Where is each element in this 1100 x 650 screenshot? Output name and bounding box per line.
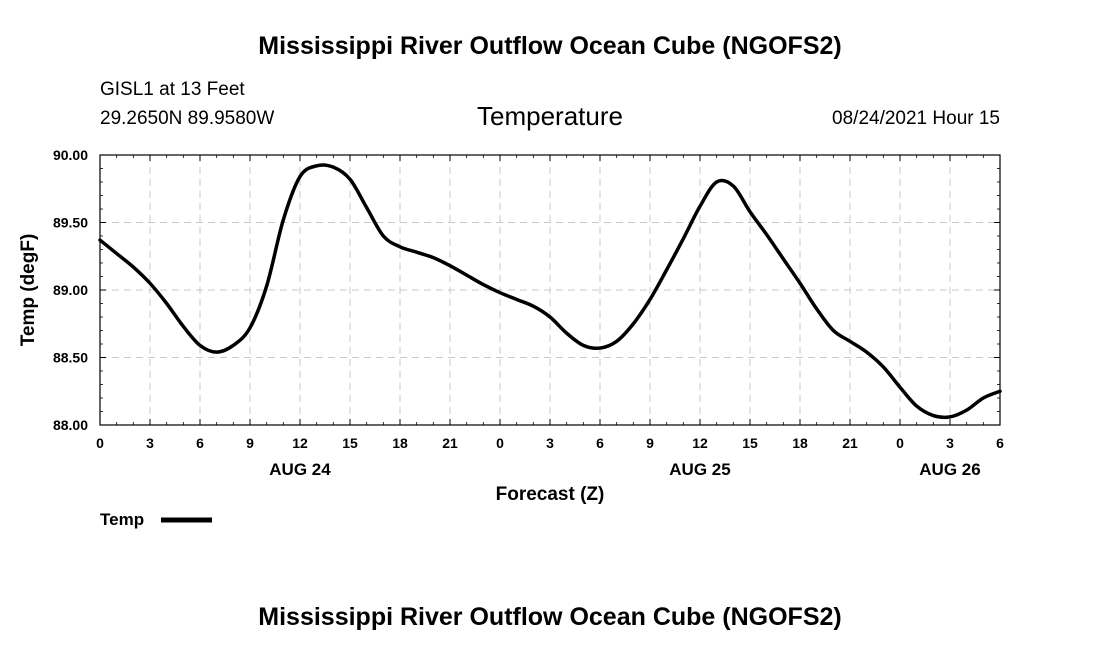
x-tick-label: 9 xyxy=(646,435,654,451)
date-labels: AUG 24 AUG 25 AUG 26 xyxy=(269,460,980,479)
y-tick-label: 88.50 xyxy=(53,350,88,366)
x-tick-label: 12 xyxy=(692,435,708,451)
x-tick-label: 3 xyxy=(546,435,554,451)
legend-entry-temp-label: Temp xyxy=(100,510,144,529)
chart-title: Mississippi River Outflow Ocean Cube (NG… xyxy=(258,32,841,60)
x-tick-label: 0 xyxy=(96,435,104,451)
date-label: AUG 26 xyxy=(919,460,980,479)
x-tick-label: 18 xyxy=(392,435,408,451)
location-label: 29.2650N 89.9580W xyxy=(100,108,274,129)
variable-title: Temperature xyxy=(477,101,623,131)
x-tick-label: 9 xyxy=(246,435,254,451)
x-tick-label: 21 xyxy=(442,435,458,451)
y-tick-label: 90.00 xyxy=(53,147,88,163)
y-tick-label: 89.00 xyxy=(53,282,88,298)
date-label: AUG 24 xyxy=(269,460,331,479)
x-tick-label: 18 xyxy=(792,435,808,451)
y-tick-label: 88.00 xyxy=(53,417,88,433)
y-tick-label: 89.50 xyxy=(53,215,88,231)
y-tick-labels: 88.00 88.50 89.00 89.50 90.00 xyxy=(53,147,88,433)
y-axis-label: Temp (degF) xyxy=(18,234,39,347)
footer-title: Mississippi River Outflow Ocean Cube (NG… xyxy=(258,603,841,631)
x-tick-label: 12 xyxy=(292,435,308,451)
datetime-label: 08/24/2021 Hour 15 xyxy=(832,108,1000,129)
axis-ticks xyxy=(99,154,1001,426)
legend: Temp xyxy=(100,510,212,529)
x-axis-label: Forecast (Z) xyxy=(496,484,605,505)
x-tick-label: 15 xyxy=(342,435,358,451)
x-tick-label: 3 xyxy=(146,435,154,451)
series-layer xyxy=(98,163,1002,420)
series-line-temp xyxy=(98,163,1002,420)
x-tick-label: 21 xyxy=(842,435,858,451)
station-label: GISL1 at 13 Feet xyxy=(100,79,245,100)
x-tick-label: 6 xyxy=(596,435,604,451)
date-label: AUG 25 xyxy=(669,460,730,479)
grid-lines xyxy=(100,155,1000,425)
x-tick-labels: 0 3 6 9 12 15 18 21 0 3 6 9 12 15 18 21 0 3 6 xyxy=(96,435,1004,451)
x-tick-label: 3 xyxy=(946,435,954,451)
x-tick-label: 0 xyxy=(496,435,504,451)
x-tick-label: 6 xyxy=(196,435,204,451)
x-tick-label: 0 xyxy=(896,435,904,451)
x-tick-label: 15 xyxy=(742,435,758,451)
x-tick-label: 6 xyxy=(996,435,1004,451)
